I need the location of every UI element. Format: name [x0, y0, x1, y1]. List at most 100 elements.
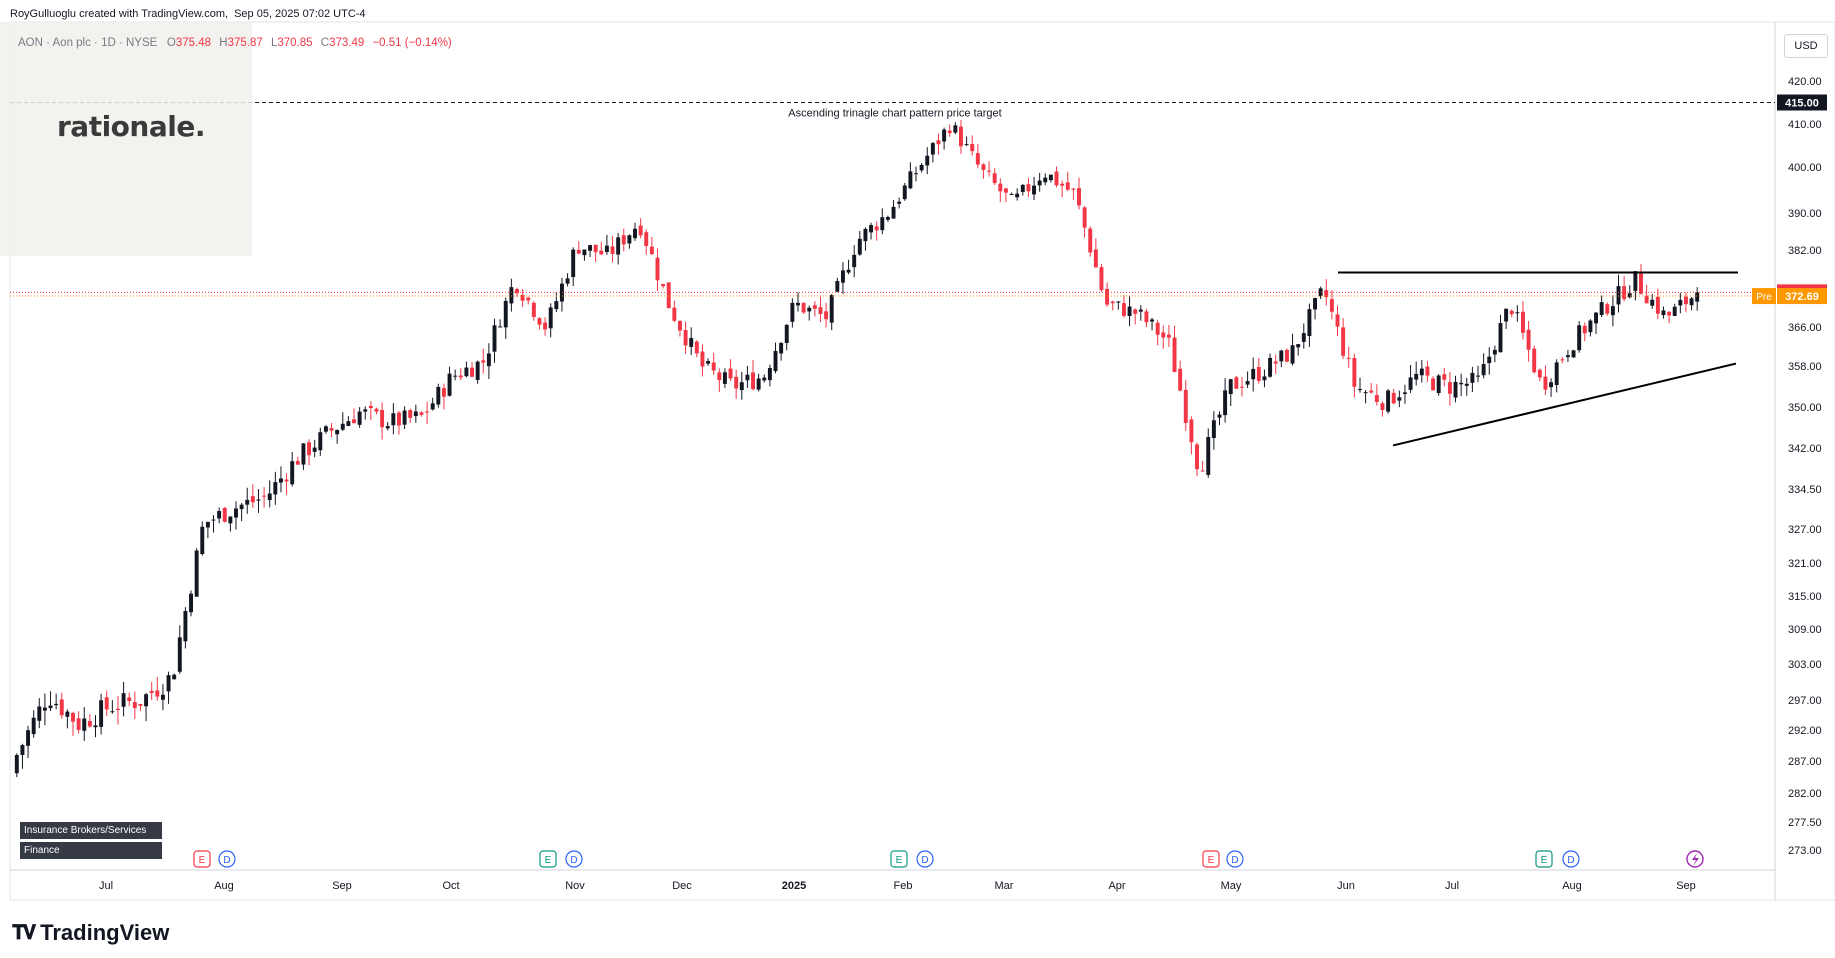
- candle-body: [1290, 345, 1295, 364]
- candle-body: [1487, 356, 1492, 364]
- candle-body: [942, 129, 947, 142]
- candle-body: [380, 409, 385, 428]
- candle-body: [1133, 309, 1138, 314]
- candle-body: [1329, 299, 1334, 312]
- candle-body: [621, 235, 626, 245]
- candle-body: [222, 507, 227, 522]
- lightning-bolt: [1692, 853, 1699, 866]
- lightning-event-icon[interactable]: [1686, 850, 1704, 868]
- candle-body: [1599, 302, 1604, 316]
- price-tick-label: 366.00: [1788, 322, 1822, 334]
- earnings-event-icon[interactable]: E: [1535, 850, 1553, 868]
- candle-body: [914, 173, 918, 175]
- candle-body: [1537, 369, 1542, 378]
- candle-body: [807, 307, 812, 312]
- legend-open: 375.48: [175, 37, 212, 49]
- time-tick-label: Jul: [99, 880, 113, 892]
- dividend-event-icon[interactable]: D: [565, 850, 583, 868]
- candle-body: [200, 526, 205, 555]
- time-tick-label: Sep: [1676, 880, 1696, 892]
- candle-body: [453, 375, 458, 377]
- candle-body: [1144, 311, 1149, 323]
- candle-body: [908, 171, 913, 189]
- candle-body: [1093, 249, 1098, 268]
- candle-body: [1082, 207, 1087, 228]
- candle-body: [840, 270, 845, 283]
- candle-body: [790, 302, 795, 322]
- candle-body: [756, 378, 761, 390]
- candle-body: [818, 307, 823, 314]
- candle-body: [335, 430, 340, 435]
- time-tick-label: Jun: [1337, 880, 1355, 892]
- currency-button[interactable]: USD: [1784, 34, 1828, 58]
- candle-body: [245, 499, 250, 505]
- price-tick-label: 287.00: [1788, 756, 1822, 768]
- tradingview-footer[interactable]: 𝐓𝐕 TradingView: [12, 920, 169, 946]
- price-tick-label: 410.00: [1788, 119, 1822, 131]
- candle-body: [947, 130, 952, 134]
- candle-body: [1363, 392, 1368, 394]
- candle-body: [531, 302, 536, 317]
- event-badge-letter: D: [223, 855, 230, 866]
- candle-body: [1543, 376, 1548, 390]
- candle-body: [211, 519, 216, 521]
- candle-body: [1251, 368, 1256, 380]
- candle-body: [588, 245, 593, 251]
- candle-body: [1498, 323, 1503, 353]
- dividend-event-icon[interactable]: D: [218, 850, 236, 868]
- dividend-event-icon[interactable]: D: [1226, 850, 1244, 868]
- event-badge-letter: D: [921, 855, 928, 866]
- candle-body: [1318, 288, 1323, 297]
- candle-body: [475, 361, 480, 380]
- candle-body: [1279, 350, 1284, 362]
- price-tick-label: 303.00: [1788, 659, 1822, 671]
- time-tick-label: Nov: [565, 880, 585, 892]
- candle-body: [1020, 184, 1025, 192]
- candle-body: [1071, 188, 1076, 190]
- candle-body: [1515, 312, 1520, 314]
- candle-body: [284, 479, 289, 482]
- candle-body: [1695, 292, 1700, 302]
- earnings-event-icon[interactable]: E: [1202, 850, 1220, 868]
- earnings-event-icon[interactable]: E: [539, 850, 557, 868]
- candle-body: [1481, 364, 1486, 376]
- candle-body: [852, 254, 857, 268]
- candle-body: [1155, 322, 1160, 335]
- candle-body: [857, 238, 862, 255]
- candle-body: [250, 496, 255, 503]
- price-axis[interactable]: 420.00410.00400.00390.00382.00374.00366.…: [1752, 76, 1827, 857]
- candle-body: [110, 711, 115, 713]
- candle-body: [239, 504, 244, 510]
- candle-body: [71, 712, 75, 722]
- chart-header: RoyGulluoglu created with TradingView.co…: [10, 8, 372, 20]
- dividend-event-icon[interactable]: D: [916, 850, 934, 868]
- candle-body: [1077, 188, 1081, 206]
- time-axis[interactable]: Jul Aug Sep Oct Nov Dec 2025 Feb Mar Apr May Jun Jul…: [99, 880, 1696, 892]
- legend-close: 373.49: [329, 37, 365, 49]
- time-tick-label: 2025: [782, 880, 806, 892]
- sector-tag[interactable]: Insurance Brokers/Services: [20, 822, 162, 839]
- candle-body: [1425, 366, 1430, 376]
- candle-body: [582, 249, 587, 256]
- candle-body: [48, 705, 53, 709]
- candle-body: [1032, 185, 1036, 195]
- candle-body: [177, 637, 182, 672]
- candle-body: [447, 373, 452, 396]
- candle-body: [987, 170, 992, 172]
- candle-body: [981, 164, 986, 170]
- candle-body: [1565, 355, 1570, 358]
- industry-tag[interactable]: Finance: [20, 842, 162, 859]
- earnings-event-icon[interactable]: E: [193, 850, 211, 868]
- candle-body: [1442, 374, 1447, 380]
- candle-body: [121, 693, 126, 707]
- candle-body: [99, 700, 104, 727]
- candle-body: [1627, 293, 1632, 298]
- legend-high-label: H: [219, 37, 228, 49]
- pre-market-badge: [1777, 288, 1827, 305]
- candle-body: [1667, 311, 1672, 316]
- dividend-event-icon[interactable]: D: [1562, 850, 1580, 868]
- event-badge-letter: E: [199, 855, 206, 866]
- earnings-event-icon[interactable]: E: [890, 850, 908, 868]
- symbol-legend[interactable]: AON · Aon plc · 1D · NYSE O375.48 H375.8…: [18, 37, 457, 49]
